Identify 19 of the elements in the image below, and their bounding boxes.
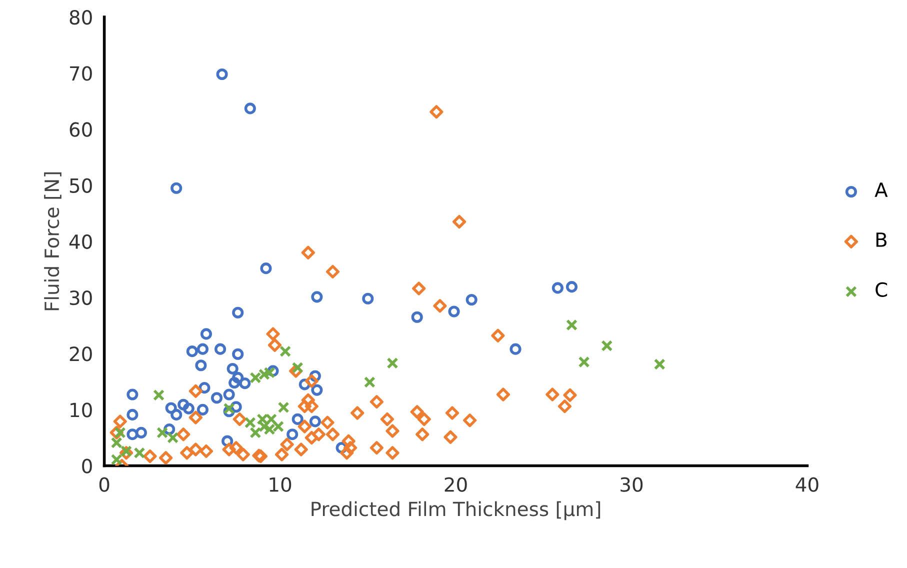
- x-tick-label: 10: [270, 477, 292, 492]
- y-tick-label: 40: [69, 234, 92, 250]
- y-tick-label: 80: [70, 10, 92, 25]
- x-axis-title: Predicted Film Thickness [µm]: [312, 501, 600, 520]
- y-tick-label: 0: [82, 458, 92, 474]
- x-tick-label: 20: [444, 477, 467, 492]
- y-tick-label: 60: [70, 122, 92, 137]
- y-tick-label: 50: [70, 178, 92, 193]
- legend-label: C: [876, 282, 888, 297]
- y-tick-label: 20: [70, 346, 92, 362]
- x-tick-label: 40: [796, 477, 818, 492]
- x-tick-label: 0: [99, 477, 110, 492]
- y-axis-title: Fluid Force [N]: [44, 172, 62, 310]
- y-tick-label: 10: [70, 402, 92, 418]
- y-tick-label: 30: [70, 290, 92, 306]
- legend-label: A: [874, 182, 888, 197]
- x-tick-label: 30: [620, 477, 643, 492]
- legend-label: B: [876, 232, 886, 247]
- y-tick-label: 70: [70, 66, 92, 81]
